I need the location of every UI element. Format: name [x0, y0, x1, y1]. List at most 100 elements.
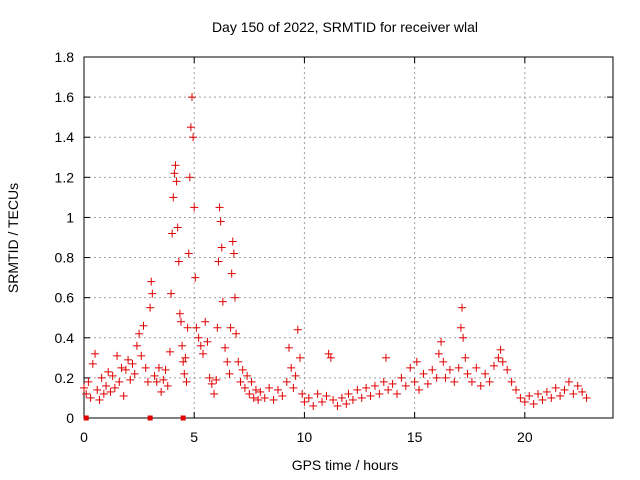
data-point [215, 203, 224, 212]
data-point [234, 357, 243, 366]
plot-frame [83, 56, 614, 419]
data-point [564, 377, 573, 386]
data-point [113, 351, 122, 360]
data-point [489, 361, 498, 370]
data-point [148, 289, 157, 298]
data-points [80, 93, 591, 410]
data-point [88, 359, 97, 368]
x-tick-label: 20 [517, 429, 533, 445]
data-point [221, 343, 230, 352]
data-point [139, 321, 148, 330]
data-point [196, 341, 205, 350]
data-point [247, 377, 256, 386]
data-point [419, 369, 428, 378]
data-point [93, 385, 102, 394]
data-point [135, 329, 144, 338]
data-point [445, 365, 454, 374]
data-point [238, 365, 247, 374]
data-point [189, 133, 198, 142]
data-point [507, 377, 516, 386]
data-point [512, 385, 521, 394]
data-point [423, 379, 432, 388]
data-point [152, 377, 161, 386]
data-point [485, 377, 494, 386]
data-point [232, 329, 241, 338]
data-point [437, 337, 446, 346]
data-point [226, 323, 235, 332]
data-point [218, 297, 227, 306]
data-point [141, 363, 150, 372]
data-point [498, 357, 507, 366]
data-point [130, 369, 139, 378]
data-point [175, 309, 184, 318]
y-tick-label: 1.4 [55, 129, 75, 145]
data-point [324, 349, 333, 358]
data-point [176, 317, 185, 326]
data-point [102, 381, 111, 390]
data-point [494, 353, 503, 362]
data-point [384, 385, 393, 394]
data-point [143, 377, 152, 386]
data-point [551, 383, 560, 392]
data-point [322, 391, 331, 400]
data-point [287, 363, 296, 372]
data-point [230, 293, 239, 302]
data-point [117, 363, 126, 372]
data-point [461, 353, 470, 362]
data-point [284, 343, 293, 352]
data-point [342, 399, 351, 408]
data-point [432, 373, 441, 382]
data-point [560, 385, 569, 394]
y-tick-label: 0.4 [55, 330, 75, 346]
data-point [366, 391, 375, 400]
data-point [137, 351, 146, 360]
y-tick-label: 0.8 [55, 250, 75, 266]
data-point [381, 353, 390, 362]
data-point [415, 385, 424, 394]
data-point [534, 389, 543, 398]
data-point [269, 395, 278, 404]
data-point [115, 377, 124, 386]
data-point [388, 379, 397, 388]
data-point [344, 389, 353, 398]
data-point [108, 371, 117, 380]
data-point [121, 365, 130, 374]
x-tick-label: 15 [407, 429, 423, 445]
data-point [362, 383, 371, 392]
data-point [167, 289, 176, 298]
data-point [214, 257, 223, 266]
data-point [124, 355, 133, 364]
data-point [185, 173, 194, 182]
grid [84, 57, 613, 418]
data-point [434, 349, 443, 358]
data-point [228, 237, 237, 246]
data-point [128, 359, 137, 368]
data-point [207, 379, 216, 388]
data-point [333, 401, 342, 410]
data-point [273, 385, 282, 394]
data-point [309, 401, 318, 410]
data-point [205, 373, 214, 382]
data-point [192, 323, 201, 332]
data-point [147, 277, 156, 286]
data-point [348, 395, 357, 404]
data-point [496, 345, 505, 354]
data-point [199, 349, 208, 358]
data-point [229, 249, 238, 258]
data-point [110, 383, 119, 392]
data-point [265, 383, 274, 392]
data-point [578, 387, 587, 396]
data-point [106, 387, 115, 396]
data-point [172, 177, 181, 186]
data-point [556, 391, 565, 400]
data-point [104, 367, 113, 376]
data-point [337, 393, 346, 402]
data-point [227, 269, 236, 278]
x-axis-label: GPS time / hours [292, 457, 399, 473]
data-point [296, 353, 305, 362]
data-point [573, 381, 582, 390]
data-point [180, 369, 189, 378]
data-point [150, 371, 159, 380]
data-point [582, 393, 591, 402]
data-point [439, 357, 448, 366]
